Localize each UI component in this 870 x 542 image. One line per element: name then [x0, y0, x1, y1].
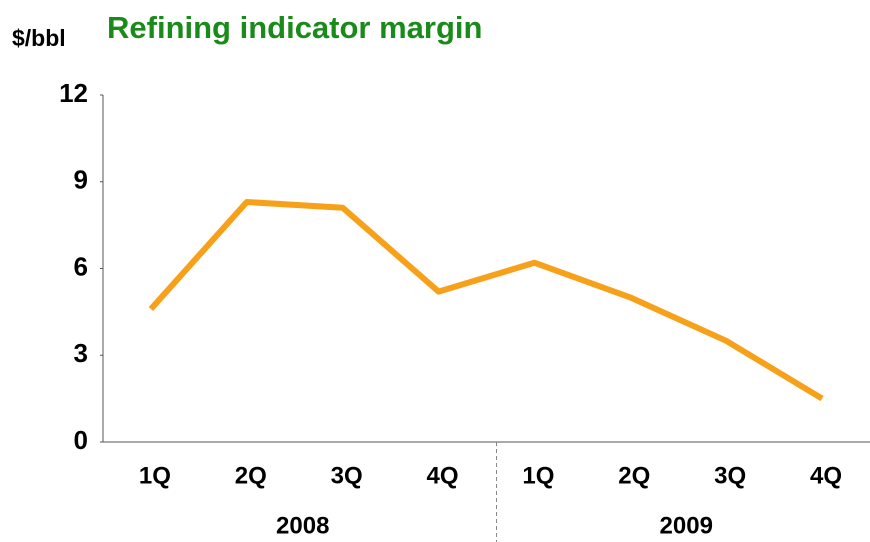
y-tick-label: 3 [74, 338, 88, 368]
x-tick-label: 1Q [522, 462, 554, 489]
y-tick-label: 6 [74, 251, 88, 281]
y-axis-label: $/bbl [12, 25, 66, 51]
y-tick-label: 0 [74, 425, 88, 455]
x-tick-label: 3Q [331, 462, 363, 489]
x-tick-label: 2Q [235, 462, 267, 489]
group-label: 2009 [660, 512, 713, 539]
x-tick-label: 4Q [427, 462, 459, 489]
x-tick-label: 1Q [139, 462, 171, 489]
x-tick-label: 4Q [810, 462, 842, 489]
chart-title: Refining indicator margin [107, 10, 482, 45]
x-tick-label: 2Q [618, 462, 650, 489]
data-line [148, 199, 824, 402]
x-tick-label: 3Q [714, 462, 746, 489]
y-tick-label: 12 [59, 78, 88, 108]
group-label: 2008 [276, 512, 329, 539]
y-tick-label: 9 [74, 165, 88, 195]
